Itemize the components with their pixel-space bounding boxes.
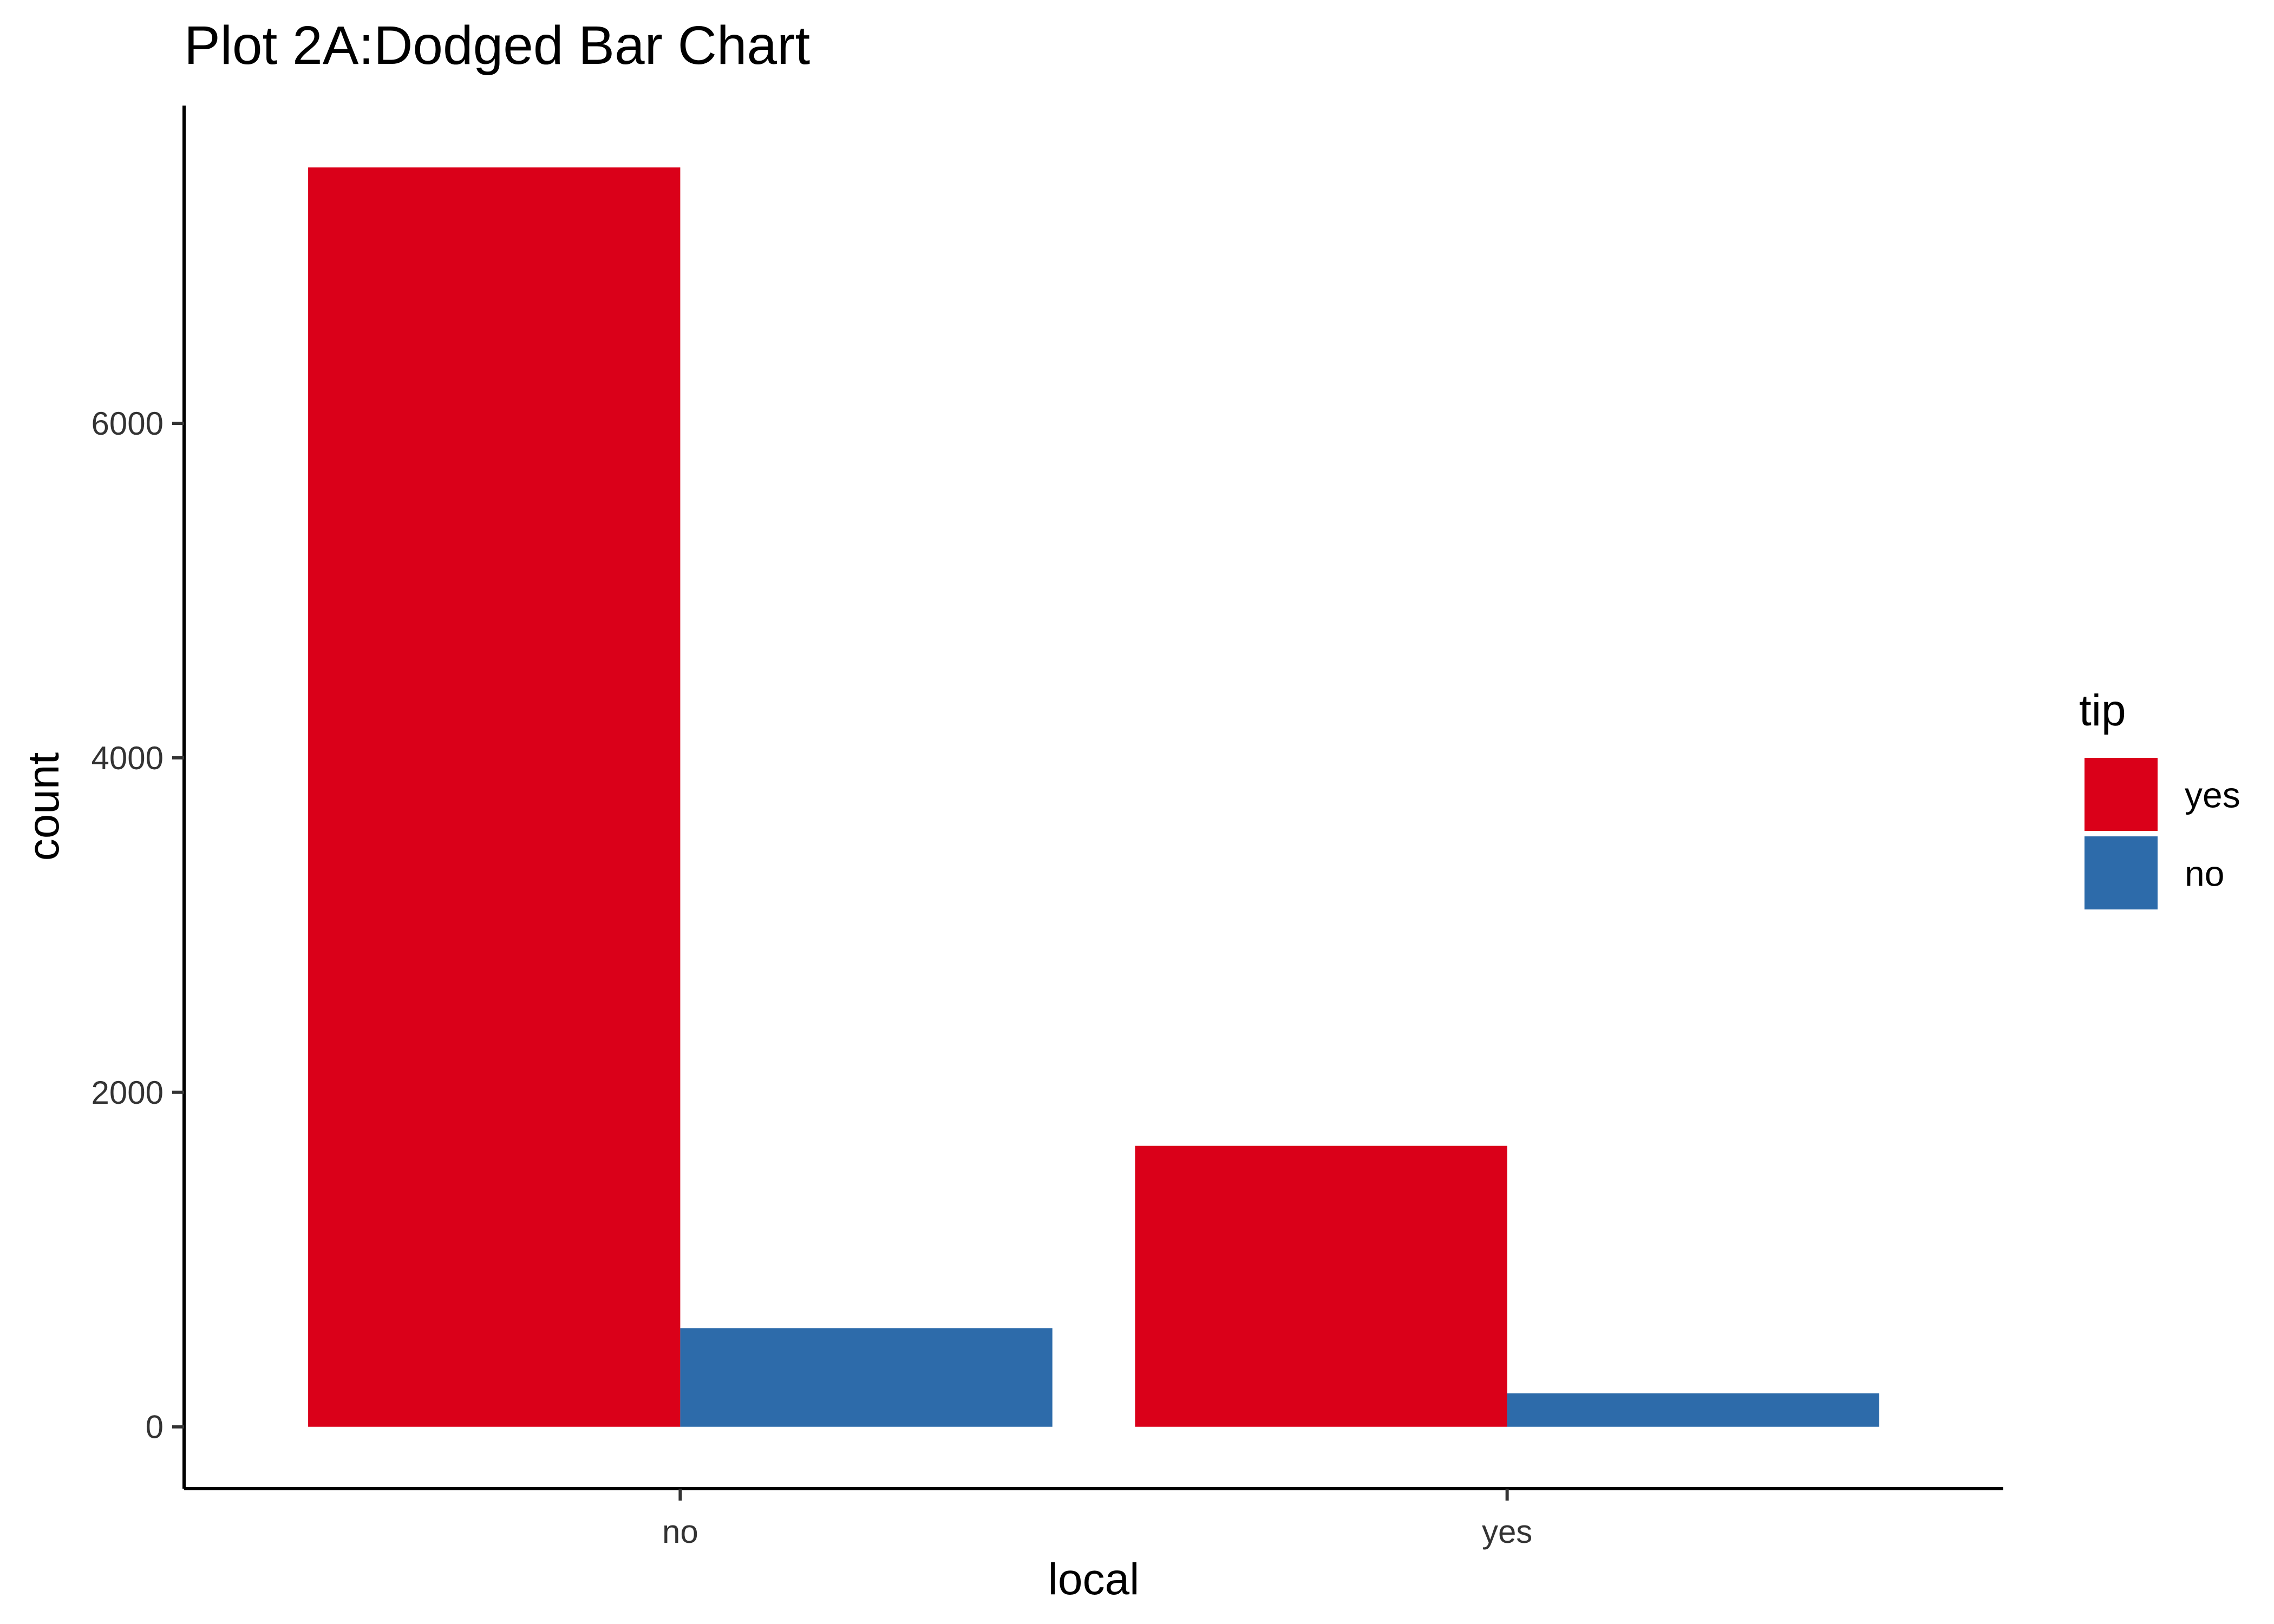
legend: tip yes no xyxy=(2079,686,2240,909)
bar-yes-tip-yes xyxy=(1135,1145,1507,1427)
legend-key-yes xyxy=(2084,758,2158,831)
y-tick-label: 0 xyxy=(146,1409,164,1445)
y-axis: 0 2000 4000 6000 xyxy=(92,106,186,1489)
bars xyxy=(308,167,1879,1427)
y-tick-label: 2000 xyxy=(92,1075,164,1111)
legend-label-no: no xyxy=(2185,854,2224,894)
y-axis-title: count xyxy=(19,752,68,861)
legend-title: tip xyxy=(2079,686,2126,735)
x-tick-label: yes xyxy=(1482,1514,1532,1550)
chart-title: Plot 2A:Dodged Bar Chart xyxy=(184,15,810,76)
y-tick-label: 6000 xyxy=(92,405,164,442)
bar-no-tip-yes xyxy=(308,167,681,1427)
legend-label-yes: yes xyxy=(2185,775,2240,815)
bar-no-tip-no xyxy=(680,1328,1053,1427)
y-tick-label: 4000 xyxy=(92,740,164,776)
legend-key-no xyxy=(2084,836,2158,909)
bar-yes-tip-no xyxy=(1507,1393,1879,1427)
x-axis: no yes xyxy=(184,1487,2003,1550)
x-axis-title: local xyxy=(1048,1555,1140,1604)
x-tick-label: no xyxy=(662,1514,698,1550)
